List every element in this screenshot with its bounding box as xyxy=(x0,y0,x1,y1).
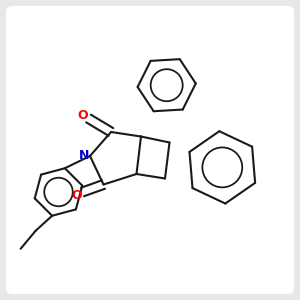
Text: N: N xyxy=(79,149,89,162)
Text: O: O xyxy=(72,189,83,202)
Text: O: O xyxy=(78,109,88,122)
FancyBboxPatch shape xyxy=(6,6,294,294)
